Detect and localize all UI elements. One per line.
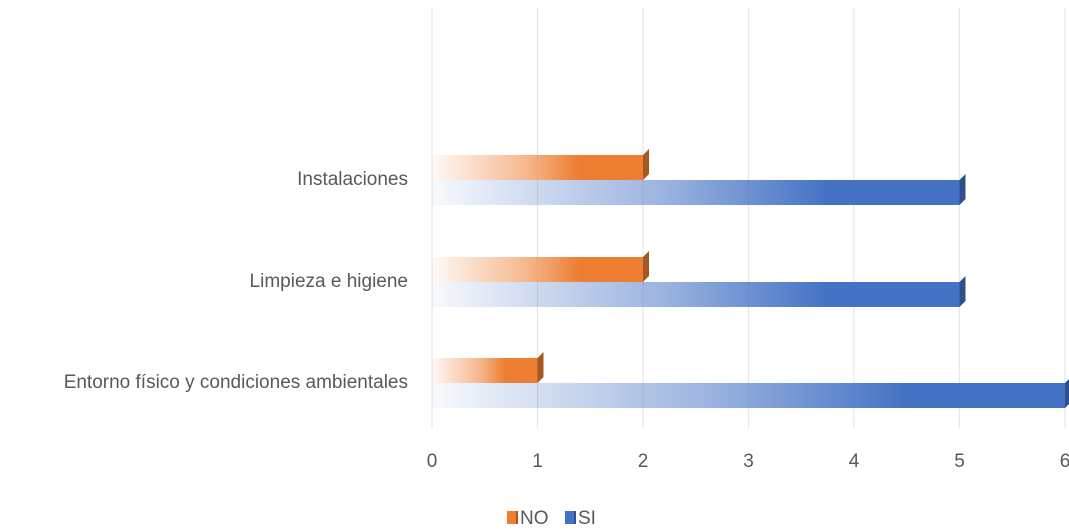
legend-swatch: [565, 511, 574, 524]
bar-si: [432, 379, 1069, 408]
bar-no: [432, 352, 544, 383]
bars: [432, 149, 1069, 408]
x-tick-label: 2: [638, 451, 649, 472]
legend-item-si: SI: [565, 508, 596, 529]
x-tick-label: 4: [849, 451, 860, 472]
bar-no: [432, 149, 649, 180]
legend-swatch: [507, 511, 516, 524]
category-label: Limpieza e higiene: [250, 271, 408, 292]
grid-lines: [431, 8, 1066, 428]
legend-label: NO: [520, 508, 549, 529]
x-tick-label: 1: [532, 451, 543, 472]
category-labels: Entorno físico y condiciones ambientales…: [64, 169, 408, 393]
bar-no: [432, 251, 649, 282]
legend: NO SI: [507, 508, 596, 529]
x-tick-label: 3: [743, 451, 754, 472]
bar-si: [432, 174, 966, 205]
x-tick-label: 6: [1060, 451, 1069, 472]
legend-item-no: NO: [507, 508, 549, 529]
category-label: Instalaciones: [297, 169, 408, 190]
x-tick-label: 0: [427, 451, 438, 472]
x-tick-label: 5: [954, 451, 965, 472]
legend-label: SI: [578, 508, 596, 529]
x-tick-labels: 0 1 2 3 4 5 6: [427, 451, 1069, 472]
bar-si: [432, 276, 966, 307]
category-label: Entorno físico y condiciones ambientales: [64, 372, 408, 393]
